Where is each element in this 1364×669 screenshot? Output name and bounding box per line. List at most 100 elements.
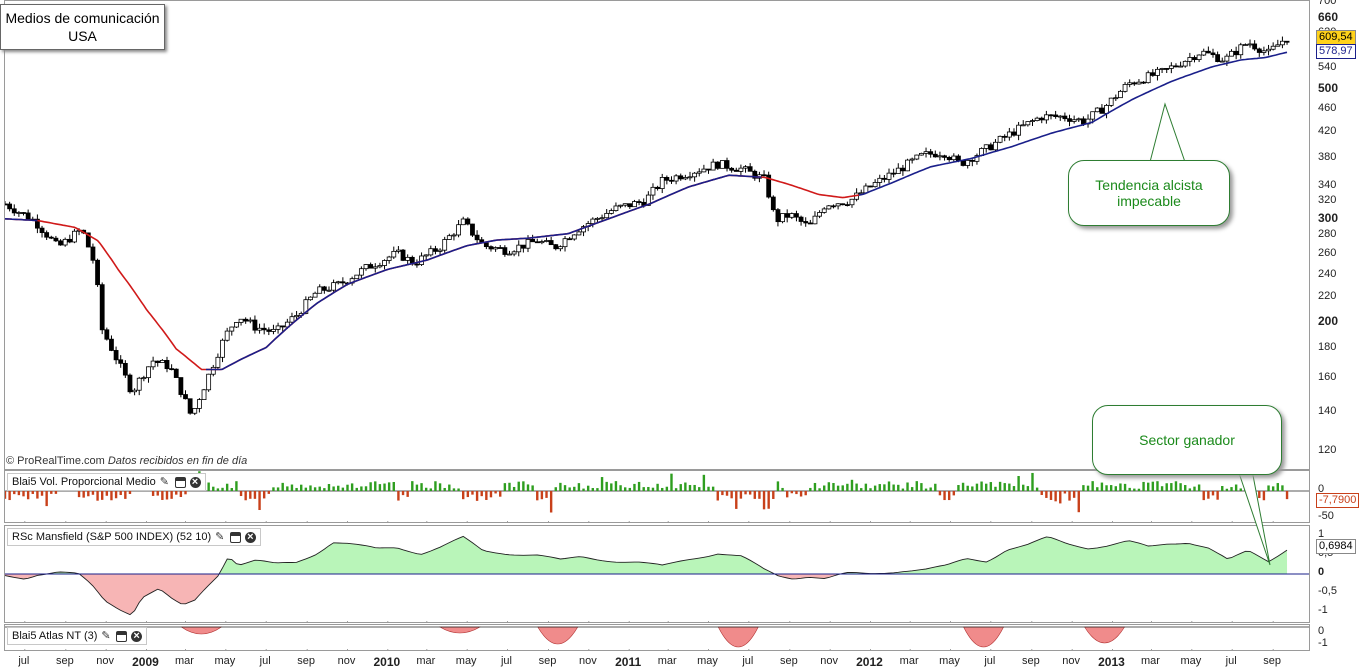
- volume-bar: [1146, 482, 1150, 491]
- candle-down: [1233, 50, 1239, 56]
- x-tick-label: mar: [899, 655, 919, 667]
- candle-up: [673, 175, 679, 182]
- candle-up: [1108, 97, 1114, 106]
- volume-bar: [489, 491, 493, 498]
- candle-down: [5, 203, 8, 206]
- volume-bar: [915, 481, 918, 491]
- candle-down: [39, 227, 45, 233]
- volume-bar: [346, 484, 349, 491]
- candle-up: [72, 230, 77, 243]
- x-tick-label: may: [455, 655, 477, 667]
- candle-down: [474, 234, 480, 241]
- volume-bar: [45, 491, 48, 507]
- rsc-tick-label: 1: [1318, 528, 1325, 540]
- volume-bar: [623, 487, 627, 491]
- wrench-icon[interactable]: [101, 628, 112, 644]
- volume-bar: [1142, 481, 1145, 491]
- price-chart[interactable]: [5, 1, 1310, 470]
- candle-down: [1002, 135, 1008, 138]
- volume-bar: [846, 483, 849, 491]
- price-panel[interactable]: [4, 0, 1310, 470]
- volume-bar: [906, 482, 909, 491]
- window-icon[interactable]: [174, 476, 186, 488]
- atlas-panel[interactable]: Blai5 Atlas NT (3): [4, 624, 1310, 651]
- candle-down: [803, 221, 809, 224]
- candle-up: [525, 239, 531, 249]
- candle-up: [604, 212, 610, 219]
- rsc-panel[interactable]: RSc Mansfield (S&P 500 INDEX) (52 10): [4, 525, 1310, 623]
- candle-up: [1043, 114, 1049, 121]
- volume-bar: [934, 483, 937, 491]
- candle-up: [354, 274, 360, 280]
- candle-down: [969, 159, 975, 162]
- watermark: © ProRealTime.com Datos recibidos en fin…: [6, 455, 247, 467]
- volume-bar: [698, 487, 701, 491]
- candle-up: [224, 330, 230, 341]
- volume-bar: [1123, 483, 1127, 491]
- volume-bar: [1160, 486, 1164, 491]
- candle-down: [655, 186, 660, 189]
- candle-up: [659, 177, 665, 189]
- volume-bar: [161, 491, 164, 500]
- wrench-icon[interactable]: [215, 529, 226, 545]
- candle-up: [562, 238, 568, 248]
- close-icon[interactable]: [131, 628, 143, 644]
- candle-down: [1215, 54, 1221, 62]
- candle-up: [1016, 124, 1022, 136]
- window-icon[interactable]: [116, 630, 128, 642]
- volume-bar: [1276, 483, 1279, 491]
- candle-down: [960, 160, 966, 166]
- candle-up: [210, 366, 216, 375]
- candle-up: [618, 204, 623, 207]
- wrench-icon[interactable]: [160, 474, 171, 490]
- x-tick-label: nov: [1062, 655, 1081, 667]
- volume-panel[interactable]: Blai5 Vol. Proporcional Medio: [4, 470, 1310, 523]
- candle-up: [558, 246, 563, 250]
- price-tick-label: 280: [1318, 228, 1337, 241]
- candle-up: [1094, 107, 1100, 113]
- candle-down: [104, 329, 110, 340]
- volume-bar: [1003, 483, 1006, 491]
- atlas-dip: [438, 626, 481, 634]
- candle-down: [636, 201, 642, 203]
- window-icon[interactable]: [230, 531, 242, 543]
- volume-bar: [22, 491, 25, 497]
- volume-chart[interactable]: [5, 471, 1310, 523]
- volume-bar: [216, 488, 220, 491]
- volume-bar: [1271, 486, 1275, 491]
- volume-bar: [1137, 488, 1141, 491]
- close-icon[interactable]: [245, 529, 257, 545]
- atlas-chart[interactable]: [5, 625, 1310, 651]
- x-tick-label: jul: [259, 655, 271, 667]
- volume-bar: [762, 491, 766, 510]
- last-ma-tag: 578,97: [1316, 44, 1356, 60]
- volume-bar: [272, 487, 275, 491]
- candle-up: [1266, 48, 1271, 52]
- x-tick-label: 2013: [1098, 655, 1125, 669]
- rsc-area-negative: [5, 574, 1288, 615]
- candle-down: [761, 174, 767, 177]
- candle-down: [891, 172, 897, 175]
- candle-down: [548, 240, 554, 246]
- candle-down: [794, 213, 799, 218]
- watermark-note: Datos recibidos en fin de día: [107, 455, 248, 467]
- volume-bar: [522, 481, 525, 491]
- volume-bar: [8, 491, 11, 501]
- volume-bar: [670, 473, 673, 491]
- volume-bar: [1156, 481, 1159, 491]
- volume-bar: [994, 486, 997, 491]
- candle-up: [821, 208, 827, 213]
- candle-up: [460, 218, 466, 226]
- ma-line-red: [5, 174, 860, 371]
- volume-bar: [596, 488, 599, 491]
- candle-down: [53, 237, 59, 242]
- close-icon[interactable]: [189, 474, 201, 490]
- candle-up: [234, 322, 239, 328]
- candle-down: [252, 319, 258, 331]
- volume-bar: [878, 484, 881, 491]
- candle-up: [1136, 81, 1142, 85]
- rsc-chart[interactable]: [5, 526, 1310, 623]
- volume-bar: [258, 491, 261, 511]
- candle-down: [1099, 107, 1105, 114]
- candle-up: [363, 264, 369, 270]
